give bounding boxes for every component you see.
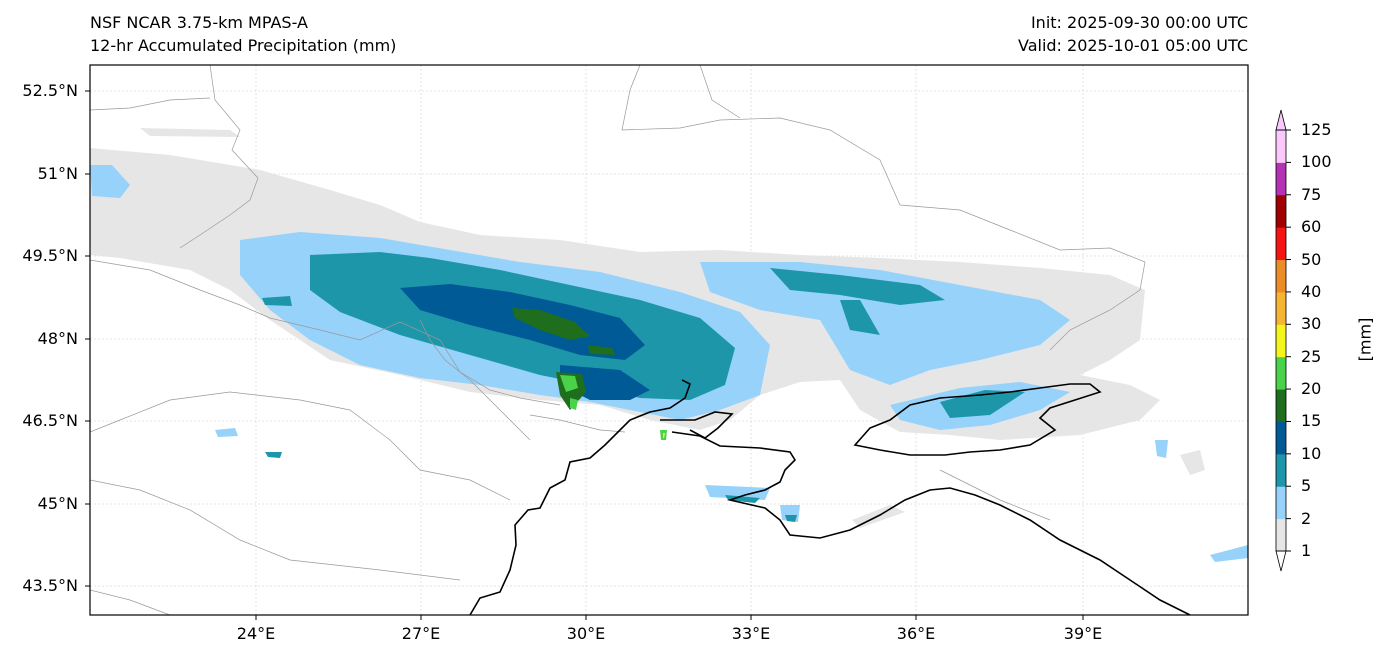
model-title: NSF NCAR 3.75-km MPAS-A: [90, 13, 308, 32]
colorbar-units: [mm]: [1355, 317, 1375, 362]
lon-label: 39°E: [1063, 624, 1103, 643]
colorbar-level-label: 25: [1301, 346, 1322, 366]
colorbar-level-label: 125: [1301, 120, 1332, 139]
colorbar-segment: [1276, 291, 1286, 325]
colorbar-level-label: 60: [1301, 217, 1322, 237]
axis-ticks: [85, 90, 1084, 620]
colorbar-level-label: 15: [1301, 411, 1322, 431]
init-time: Init: 2025-09-30 00:00 UTC: [1030, 13, 1248, 32]
colorbar-level-label: 20: [1301, 379, 1322, 399]
colorbar-segment: [1276, 421, 1286, 455]
map-frame: [89, 64, 1249, 616]
lat-label: 45°N: [37, 494, 78, 513]
field-title: 12-hr Accumulated Precipitation (mm): [90, 36, 397, 55]
lat-label: 48°N: [37, 329, 78, 348]
colorbar-segment: [1276, 453, 1286, 487]
valid-time: Valid: 2025-10-01 05:00 UTC: [1017, 36, 1248, 55]
lon-label: 24°E: [236, 624, 276, 643]
lon-label: 33°E: [731, 624, 771, 643]
colorbar-level-label: 1: [1301, 541, 1312, 560]
colorbar-level-label: 50: [1301, 249, 1322, 269]
colorbar-segment: [1276, 389, 1286, 422]
lat-label: 43.5°N: [22, 576, 78, 595]
colorbar: [1275, 109, 1291, 572]
precip-25-30mm: [663, 433, 665, 438]
colorbar-level-label: 100: [1301, 152, 1332, 172]
country-borders: [90, 65, 1146, 615]
colorbar-segment: [1276, 259, 1286, 293]
lon-label: 36°E: [896, 624, 936, 643]
lat-label: 52.5°N: [22, 81, 78, 100]
lon-label: 27°E: [401, 624, 441, 643]
colorbar-level-label: 2: [1301, 508, 1312, 528]
colorbar-frame: [1275, 129, 1287, 552]
colorbar-level-label: 5: [1301, 476, 1312, 496]
colorbar-level-label: 10: [1301, 443, 1322, 463]
colorbar-segment: [1276, 130, 1286, 163]
lon-label: 30°E: [566, 624, 606, 643]
lat-label: 51°N: [37, 164, 78, 183]
colorbar-segment: [1276, 324, 1286, 358]
colorbar-level-label: 75: [1301, 184, 1322, 204]
colorbar-extend-min: [1275, 550, 1287, 572]
colorbar-level-label: 40: [1301, 281, 1322, 301]
coastlines: [469, 379, 1191, 615]
colorbar-segment: [1276, 486, 1286, 520]
colorbar-segment: [1276, 518, 1286, 552]
colorbar-extend-max: [1275, 109, 1287, 131]
lat-label: 46.5°N: [22, 411, 78, 430]
colorbar-segment: [1276, 194, 1286, 228]
colorbar-segment: [1276, 162, 1286, 196]
colorbar-level-label: 30: [1301, 314, 1322, 334]
colorbar-segment: [1276, 227, 1286, 261]
colorbar-segment: [1276, 356, 1286, 390]
lat-label: 49.5°N: [22, 246, 78, 265]
